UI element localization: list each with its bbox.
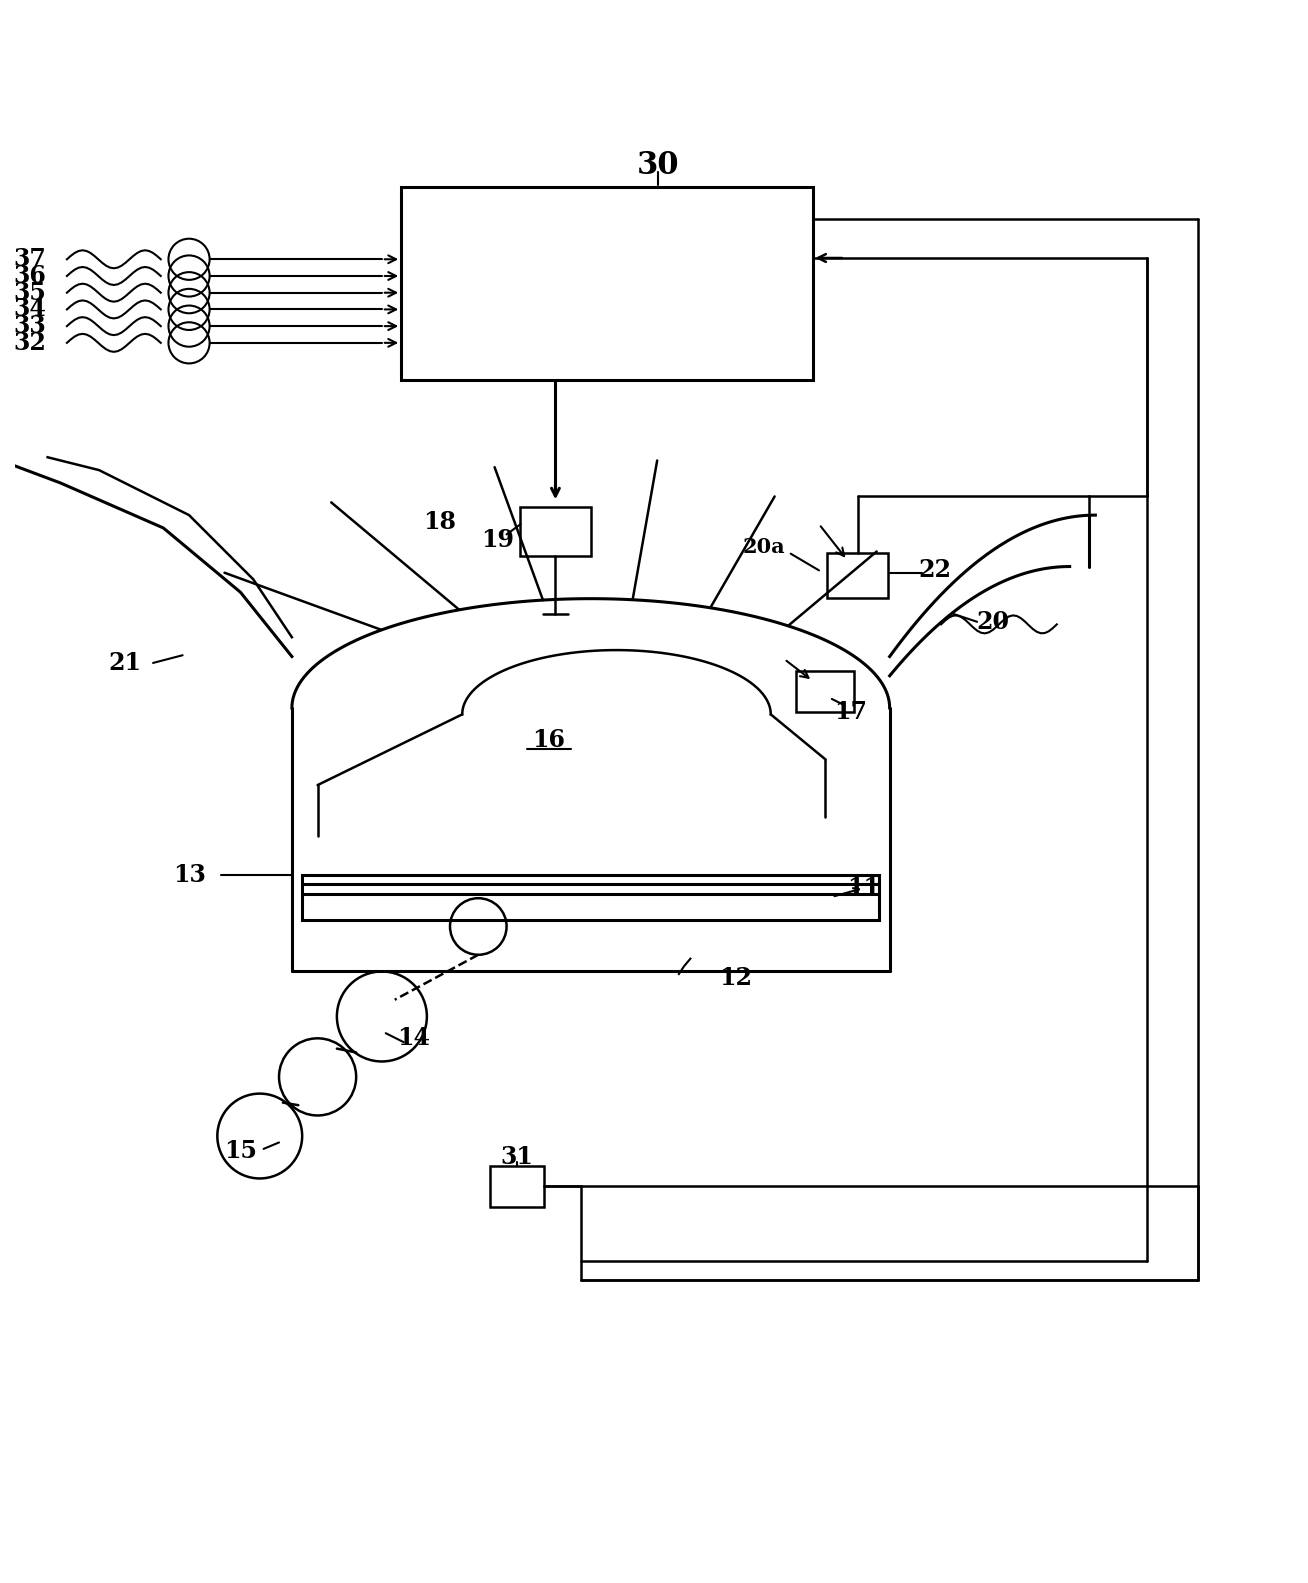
- Text: 18: 18: [424, 510, 456, 533]
- Polygon shape: [490, 1165, 544, 1206]
- Text: 17: 17: [835, 700, 867, 723]
- Text: 35: 35: [13, 280, 46, 304]
- Text: 22: 22: [918, 559, 951, 583]
- Text: 12: 12: [719, 966, 752, 989]
- Text: 30: 30: [637, 150, 680, 180]
- Text: 13: 13: [173, 863, 205, 886]
- Polygon shape: [302, 875, 879, 920]
- Text: 19: 19: [481, 527, 514, 551]
- Text: 20: 20: [976, 609, 1008, 633]
- Text: 34: 34: [13, 298, 46, 321]
- Text: 32: 32: [13, 331, 46, 355]
- Text: 14: 14: [398, 1026, 430, 1051]
- Text: 15: 15: [224, 1140, 256, 1164]
- Polygon shape: [402, 187, 812, 380]
- Text: 31: 31: [501, 1145, 534, 1168]
- Polygon shape: [521, 508, 591, 556]
- Text: 11: 11: [848, 875, 880, 899]
- Text: 33: 33: [13, 313, 46, 339]
- Polygon shape: [797, 671, 854, 712]
- Text: 16: 16: [532, 728, 565, 752]
- Text: 20a: 20a: [743, 537, 785, 557]
- Text: 37: 37: [13, 247, 46, 271]
- Text: 21: 21: [109, 651, 141, 674]
- Polygon shape: [827, 552, 888, 598]
- Text: 36: 36: [13, 264, 46, 288]
